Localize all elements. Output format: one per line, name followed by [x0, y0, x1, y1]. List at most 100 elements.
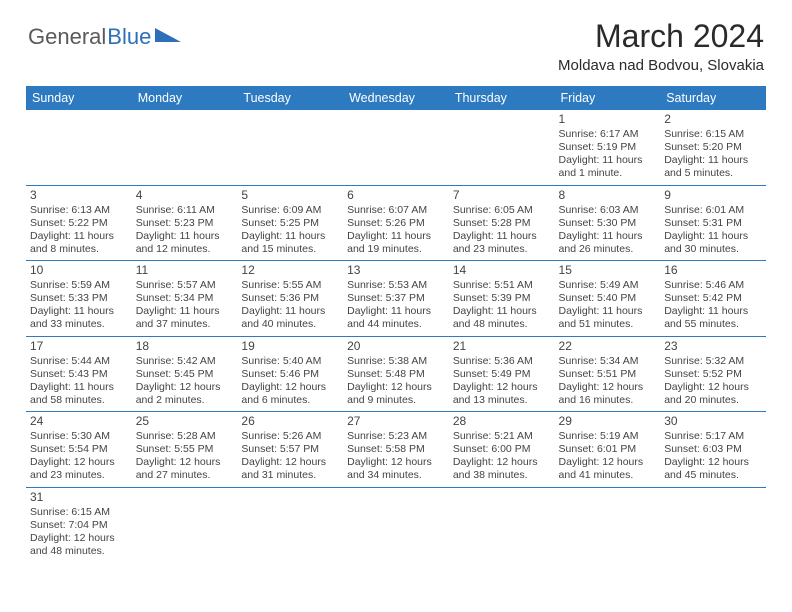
daylight-text: Daylight: 12 hours and 9 minutes.	[347, 381, 445, 407]
calendar-table: SundayMondayTuesdayWednesdayThursdayFrid…	[26, 86, 766, 562]
calendar-cell: 19Sunrise: 5:40 AMSunset: 5:46 PMDayligh…	[237, 336, 343, 412]
day-number: 4	[136, 188, 234, 203]
daylight-text: Daylight: 11 hours and 19 minutes.	[347, 230, 445, 256]
calendar-cell: 21Sunrise: 5:36 AMSunset: 5:49 PMDayligh…	[449, 336, 555, 412]
title-block: March 2024 Moldava nad Bodvou, Slovakia	[558, 18, 764, 74]
day-number: 7	[453, 188, 551, 203]
sunrise-text: Sunrise: 5:34 AM	[559, 355, 657, 368]
day-number: 20	[347, 339, 445, 354]
day-number: 18	[136, 339, 234, 354]
calendar-cell: 14Sunrise: 5:51 AMSunset: 5:39 PMDayligh…	[449, 261, 555, 337]
calendar-cell	[237, 110, 343, 185]
calendar-row: 3Sunrise: 6:13 AMSunset: 5:22 PMDaylight…	[26, 185, 766, 261]
sunrise-text: Sunrise: 5:42 AM	[136, 355, 234, 368]
sunrise-text: Sunrise: 6:05 AM	[453, 204, 551, 217]
sunrise-text: Sunrise: 5:44 AM	[30, 355, 128, 368]
daylight-text: Daylight: 12 hours and 45 minutes.	[664, 456, 762, 482]
day-number: 6	[347, 188, 445, 203]
calendar-cell	[343, 110, 449, 185]
sunrise-text: Sunrise: 6:15 AM	[30, 506, 128, 519]
day-number: 16	[664, 263, 762, 278]
day-header: Saturday	[660, 86, 766, 110]
location: Moldava nad Bodvou, Slovakia	[558, 57, 764, 74]
day-number: 9	[664, 188, 762, 203]
calendar-cell: 31Sunrise: 6:15 AMSunset: 7:04 PMDayligh…	[26, 487, 132, 562]
sunset-text: Sunset: 5:46 PM	[241, 368, 339, 381]
month-title: March 2024	[558, 18, 764, 55]
daylight-text: Daylight: 11 hours and 40 minutes.	[241, 305, 339, 331]
calendar-row: 1Sunrise: 6:17 AMSunset: 5:19 PMDaylight…	[26, 110, 766, 185]
day-number: 25	[136, 414, 234, 429]
daylight-text: Daylight: 11 hours and 58 minutes.	[30, 381, 128, 407]
day-header: Thursday	[449, 86, 555, 110]
daylight-text: Daylight: 12 hours and 41 minutes.	[559, 456, 657, 482]
daylight-text: Daylight: 11 hours and 44 minutes.	[347, 305, 445, 331]
sunrise-text: Sunrise: 6:07 AM	[347, 204, 445, 217]
calendar-row: 24Sunrise: 5:30 AMSunset: 5:54 PMDayligh…	[26, 412, 766, 488]
daylight-text: Daylight: 12 hours and 27 minutes.	[136, 456, 234, 482]
daylight-text: Daylight: 11 hours and 5 minutes.	[664, 154, 762, 180]
sunset-text: Sunset: 5:23 PM	[136, 217, 234, 230]
calendar-cell: 30Sunrise: 5:17 AMSunset: 6:03 PMDayligh…	[660, 412, 766, 488]
day-header: Wednesday	[343, 86, 449, 110]
day-number: 11	[136, 263, 234, 278]
daylight-text: Daylight: 11 hours and 8 minutes.	[30, 230, 128, 256]
sunset-text: Sunset: 5:55 PM	[136, 443, 234, 456]
calendar-cell: 20Sunrise: 5:38 AMSunset: 5:48 PMDayligh…	[343, 336, 449, 412]
sunrise-text: Sunrise: 5:51 AM	[453, 279, 551, 292]
daylight-text: Daylight: 11 hours and 30 minutes.	[664, 230, 762, 256]
sunrise-text: Sunrise: 6:11 AM	[136, 204, 234, 217]
sunset-text: Sunset: 5:25 PM	[241, 217, 339, 230]
sunrise-text: Sunrise: 5:53 AM	[347, 279, 445, 292]
sunrise-text: Sunrise: 5:23 AM	[347, 430, 445, 443]
calendar-row: 17Sunrise: 5:44 AMSunset: 5:43 PMDayligh…	[26, 336, 766, 412]
calendar-cell: 17Sunrise: 5:44 AMSunset: 5:43 PMDayligh…	[26, 336, 132, 412]
day-number: 14	[453, 263, 551, 278]
logo-text-general: General	[28, 24, 106, 50]
daylight-text: Daylight: 11 hours and 15 minutes.	[241, 230, 339, 256]
daylight-text: Daylight: 11 hours and 51 minutes.	[559, 305, 657, 331]
calendar-cell: 27Sunrise: 5:23 AMSunset: 5:58 PMDayligh…	[343, 412, 449, 488]
sunrise-text: Sunrise: 5:32 AM	[664, 355, 762, 368]
sunset-text: Sunset: 5:45 PM	[136, 368, 234, 381]
sunset-text: Sunset: 5:33 PM	[30, 292, 128, 305]
daylight-text: Daylight: 11 hours and 26 minutes.	[559, 230, 657, 256]
day-number: 29	[559, 414, 657, 429]
calendar-cell: 15Sunrise: 5:49 AMSunset: 5:40 PMDayligh…	[555, 261, 661, 337]
sunrise-text: Sunrise: 5:21 AM	[453, 430, 551, 443]
sunset-text: Sunset: 5:51 PM	[559, 368, 657, 381]
sunrise-text: Sunrise: 5:36 AM	[453, 355, 551, 368]
daylight-text: Daylight: 12 hours and 13 minutes.	[453, 381, 551, 407]
day-header: Monday	[132, 86, 238, 110]
day-number: 31	[30, 490, 128, 505]
day-number: 21	[453, 339, 551, 354]
sunset-text: Sunset: 5:36 PM	[241, 292, 339, 305]
sunrise-text: Sunrise: 5:38 AM	[347, 355, 445, 368]
calendar-cell: 2Sunrise: 6:15 AMSunset: 5:20 PMDaylight…	[660, 110, 766, 185]
calendar-cell: 5Sunrise: 6:09 AMSunset: 5:25 PMDaylight…	[237, 185, 343, 261]
daylight-text: Daylight: 12 hours and 48 minutes.	[30, 532, 128, 558]
daylight-text: Daylight: 12 hours and 6 minutes.	[241, 381, 339, 407]
sunset-text: Sunset: 5:34 PM	[136, 292, 234, 305]
calendar-cell: 29Sunrise: 5:19 AMSunset: 6:01 PMDayligh…	[555, 412, 661, 488]
calendar-cell: 7Sunrise: 6:05 AMSunset: 5:28 PMDaylight…	[449, 185, 555, 261]
sunrise-text: Sunrise: 6:13 AM	[30, 204, 128, 217]
calendar-cell: 24Sunrise: 5:30 AMSunset: 5:54 PMDayligh…	[26, 412, 132, 488]
calendar-cell	[26, 110, 132, 185]
header: General Blue March 2024 Moldava nad Bodv…	[0, 0, 792, 78]
daylight-text: Daylight: 12 hours and 23 minutes.	[30, 456, 128, 482]
sunrise-text: Sunrise: 5:59 AM	[30, 279, 128, 292]
day-header-row: SundayMondayTuesdayWednesdayThursdayFrid…	[26, 86, 766, 110]
daylight-text: Daylight: 12 hours and 34 minutes.	[347, 456, 445, 482]
calendar-cell	[132, 110, 238, 185]
sunset-text: Sunset: 5:26 PM	[347, 217, 445, 230]
sunset-text: Sunset: 5:20 PM	[664, 141, 762, 154]
day-number: 28	[453, 414, 551, 429]
sunset-text: Sunset: 5:37 PM	[347, 292, 445, 305]
sunset-text: Sunset: 5:31 PM	[664, 217, 762, 230]
sunset-text: Sunset: 5:48 PM	[347, 368, 445, 381]
daylight-text: Daylight: 12 hours and 31 minutes.	[241, 456, 339, 482]
day-number: 12	[241, 263, 339, 278]
calendar-cell: 6Sunrise: 6:07 AMSunset: 5:26 PMDaylight…	[343, 185, 449, 261]
sunset-text: Sunset: 6:03 PM	[664, 443, 762, 456]
